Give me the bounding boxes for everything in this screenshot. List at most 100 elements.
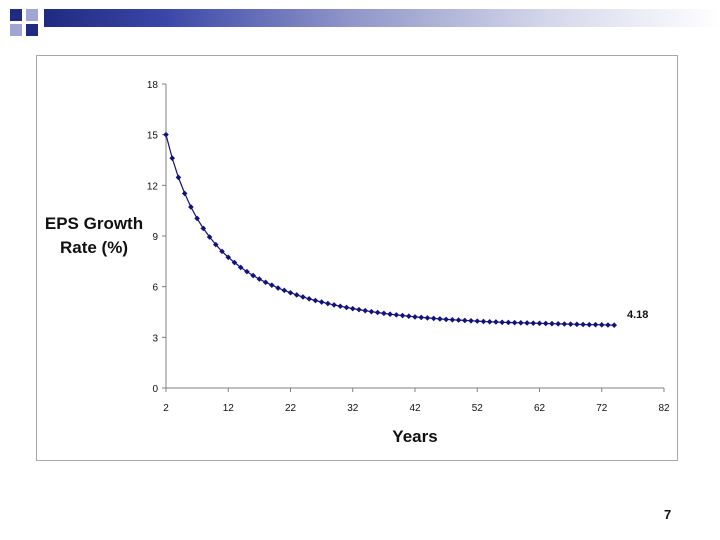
data-point: [381, 310, 387, 317]
data-point: [343, 304, 350, 311]
x-tick-label: 32: [347, 403, 359, 414]
data-point: [356, 306, 362, 313]
header-square-dark-2: [26, 24, 38, 36]
chart-axes: [162, 83, 665, 392]
data-point: [256, 276, 263, 282]
x-tick-label: 12: [223, 403, 235, 414]
data-point: [349, 305, 356, 312]
data-point: [250, 272, 256, 279]
data-point: [393, 312, 400, 318]
data-point: [306, 296, 312, 302]
y-axis-label-line1: EPS Growth: [44, 214, 144, 233]
data-point: [437, 316, 443, 322]
x-axis-label: Years: [392, 427, 437, 446]
data-point: [561, 321, 568, 327]
data-point: [362, 307, 368, 314]
y-axis-label: EPS Growth Rate (%): [36, 212, 152, 260]
x-tick-label: 52: [472, 403, 484, 414]
data-point: [486, 318, 493, 325]
x-tick-label: 2: [163, 403, 169, 414]
x-tick-label: 42: [409, 403, 421, 414]
data-point: [499, 319, 505, 326]
data-point: [468, 317, 474, 324]
series-points: [163, 131, 617, 328]
page-number: 7: [664, 507, 672, 522]
data-point: [194, 215, 200, 222]
data-point: [524, 320, 530, 326]
data-point: [188, 204, 194, 210]
data-point: [542, 320, 549, 327]
data-point: [536, 320, 543, 327]
data-point: [275, 285, 281, 291]
y-tick-label: 3: [152, 333, 158, 344]
y-tick-label: 18: [147, 80, 159, 91]
data-point: [163, 131, 169, 138]
data-point: [368, 308, 375, 315]
data-point: [462, 317, 468, 324]
data-point: [331, 302, 337, 308]
data-point: [219, 248, 225, 255]
data-point: [580, 321, 586, 328]
data-point: [480, 318, 487, 325]
data-point: [449, 316, 456, 323]
slide-header-bar: [0, 0, 720, 36]
data-point: [455, 317, 462, 323]
end-value-label: 4.18: [627, 309, 648, 321]
data-point: [474, 318, 481, 324]
x-tick-labels: 2 12 22 32 42 52 62 72 82: [163, 403, 670, 414]
header-square-light-2: [10, 24, 22, 36]
data-point: [169, 155, 176, 161]
data-point: [325, 300, 331, 307]
x-tick-label: 72: [596, 403, 608, 414]
data-point: [511, 319, 518, 326]
x-tick-label: 82: [658, 403, 670, 414]
data-point: [598, 322, 605, 328]
data-point: [605, 322, 611, 328]
data-point: [269, 282, 275, 288]
data-point: [567, 321, 574, 327]
data-point: [281, 287, 288, 294]
data-point: [549, 320, 555, 327]
data-point: [213, 241, 219, 248]
y-tick-label: 6: [152, 283, 158, 294]
data-point: [555, 321, 561, 327]
data-point: [518, 320, 524, 326]
data-point: [530, 320, 537, 326]
y-tick-labels: 0 3 6 9 12 15 18: [147, 80, 159, 395]
x-tick-label: 22: [285, 403, 297, 414]
data-point: [443, 316, 449, 323]
data-point: [293, 292, 300, 298]
data-point: [574, 321, 580, 328]
header-gradient-bar: [44, 9, 720, 27]
data-point: [405, 313, 412, 320]
series-line: [165, 134, 615, 326]
data-point: [505, 319, 512, 326]
data-point: [225, 254, 232, 261]
data-point: [300, 294, 306, 300]
data-point: [592, 321, 599, 328]
data-point: [287, 289, 294, 296]
data-point: [175, 174, 182, 181]
data-point: [374, 309, 381, 316]
data-point: [586, 321, 593, 328]
data-point: [387, 311, 393, 317]
y-tick-label: 12: [147, 181, 159, 192]
data-point: [237, 264, 244, 271]
data-point: [262, 279, 269, 286]
data-point: [399, 312, 406, 319]
data-point: [312, 297, 319, 304]
header-square-light: [26, 9, 38, 21]
x-tick-label: 62: [534, 403, 546, 414]
data-point: [424, 315, 431, 321]
data-point: [611, 322, 617, 328]
data-point: [337, 303, 344, 310]
data-point: [412, 314, 418, 320]
data-point: [493, 319, 499, 325]
chart-frame: [36, 55, 678, 461]
data-point: [181, 190, 188, 197]
y-axis-label-line2: Rate (%): [59, 238, 128, 257]
header-square-dark: [10, 9, 22, 21]
data-point: [318, 299, 325, 305]
data-point: [418, 314, 425, 321]
